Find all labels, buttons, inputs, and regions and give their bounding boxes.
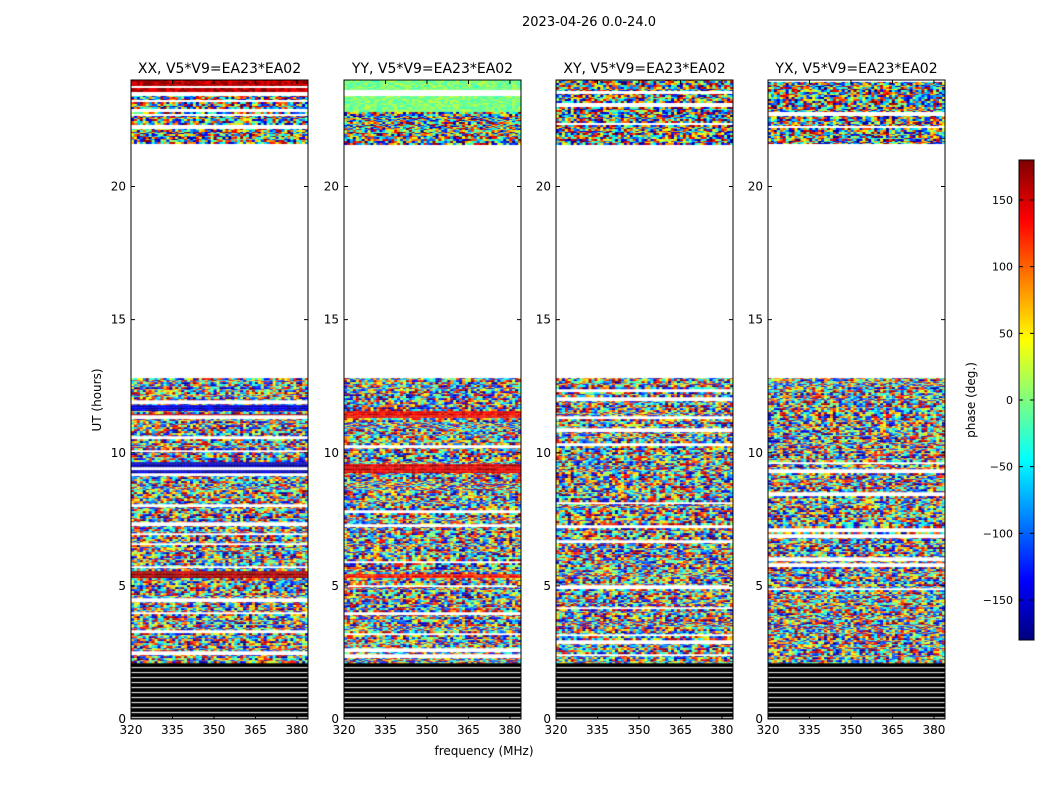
y-tick-label: 5 xyxy=(543,579,551,593)
panel-4: YX, V5*V9=EA23*EA02 320 335 350 365 380 0 5 10 15… xyxy=(748,61,946,737)
x-tick-label: 365 xyxy=(457,723,480,737)
colorbar-tick-label: 150 xyxy=(992,194,1013,207)
phase-waterfall-image xyxy=(556,80,733,719)
y-tick-label: 10 xyxy=(536,446,551,460)
phase-waterfall-image xyxy=(768,80,945,719)
x-tick-label: 380 xyxy=(285,723,308,737)
x-tick-label: 380 xyxy=(710,723,733,737)
y-axis-label: UT (hours) xyxy=(90,368,104,431)
y-tick-label: 10 xyxy=(324,446,339,460)
panel-title: YY, V5*V9=EA23*EA02 xyxy=(351,61,513,77)
y-tick-label: 0 xyxy=(543,712,551,726)
x-tick-label: 380 xyxy=(922,723,945,737)
x-tick-label: 320 xyxy=(120,723,143,737)
x-tick-label: 350 xyxy=(416,723,439,737)
plot-frame xyxy=(130,79,309,720)
x-tick-label: 350 xyxy=(203,723,226,737)
x-tick-label: 335 xyxy=(586,723,609,737)
colorbar-tick-label: 100 xyxy=(992,261,1013,274)
y-tick-label: 0 xyxy=(331,712,339,726)
panel-title: XX, V5*V9=EA23*EA02 xyxy=(138,61,301,77)
colorbar-tick-label: −150 xyxy=(983,594,1013,607)
y-tick-label: 0 xyxy=(755,712,763,726)
phase-waterfall-image xyxy=(344,80,521,719)
y-tick-label: 5 xyxy=(331,579,339,593)
y-tick-label: 15 xyxy=(111,313,126,327)
x-tick-label: 350 xyxy=(628,723,651,737)
x-tick-label: 335 xyxy=(161,723,184,737)
y-tick-label: 10 xyxy=(748,446,763,460)
y-tick-label: 20 xyxy=(324,180,339,194)
panel-3: XY, V5*V9=EA23*EA02 320 335 350 365 380 0 5 10 15… xyxy=(536,61,734,737)
colorbar-tick-label: −100 xyxy=(983,527,1013,540)
x-tick-label: 365 xyxy=(244,723,267,737)
plot-frame xyxy=(555,79,734,720)
x-tick-label: 335 xyxy=(374,723,397,737)
x-tick-label: 380 xyxy=(498,723,521,737)
colorbar-label: phase (deg.) xyxy=(964,362,978,438)
y-tick-label: 5 xyxy=(118,579,126,593)
y-tick-label: 15 xyxy=(324,313,339,327)
y-tick-label: 20 xyxy=(111,180,126,194)
y-tick-label: 10 xyxy=(111,446,126,460)
colorbar-tick-label: 0 xyxy=(1006,394,1013,407)
panel-title: XY, V5*V9=EA23*EA02 xyxy=(563,61,725,77)
x-tick-label: 320 xyxy=(333,723,356,737)
x-tick-label: 335 xyxy=(798,723,821,737)
x-tick-label: 365 xyxy=(669,723,692,737)
x-tick-label: 320 xyxy=(545,723,568,737)
panel-title: YX, V5*V9=EA23*EA02 xyxy=(774,61,937,77)
y-tick-label: 15 xyxy=(536,313,551,327)
x-axis-label: frequency (MHz) xyxy=(434,744,533,758)
colorbar-tick-label: 50 xyxy=(999,327,1013,340)
plot-frame xyxy=(343,79,522,720)
x-tick-label: 320 xyxy=(757,723,780,737)
y-tick-label: 20 xyxy=(536,180,551,194)
figure-title: 2023-04-26 0.0-24.0 xyxy=(522,15,656,30)
y-tick-label: 15 xyxy=(748,313,763,327)
phase-waterfall-image xyxy=(131,80,308,719)
colorbar: −150 −100 −50 0 50 100 150 phase (deg.) xyxy=(964,159,1035,641)
panel-2: YY, V5*V9=EA23*EA02 320 335 350 365 380 0 5 10 15… xyxy=(324,61,522,737)
panels-group: XX, V5*V9=EA23*EA02 320 335 350 365 380 0 5 10 15… xyxy=(111,61,946,737)
plot-frame xyxy=(767,79,946,720)
y-tick-label: 0 xyxy=(118,712,126,726)
colorbar-tick-label: −50 xyxy=(990,461,1013,474)
panel-1: XX, V5*V9=EA23*EA02 320 335 350 365 380 0 5 10 15… xyxy=(111,61,309,737)
x-tick-label: 350 xyxy=(840,723,863,737)
x-tick-label: 365 xyxy=(881,723,904,737)
y-tick-label: 20 xyxy=(748,180,763,194)
y-tick-label: 5 xyxy=(755,579,763,593)
